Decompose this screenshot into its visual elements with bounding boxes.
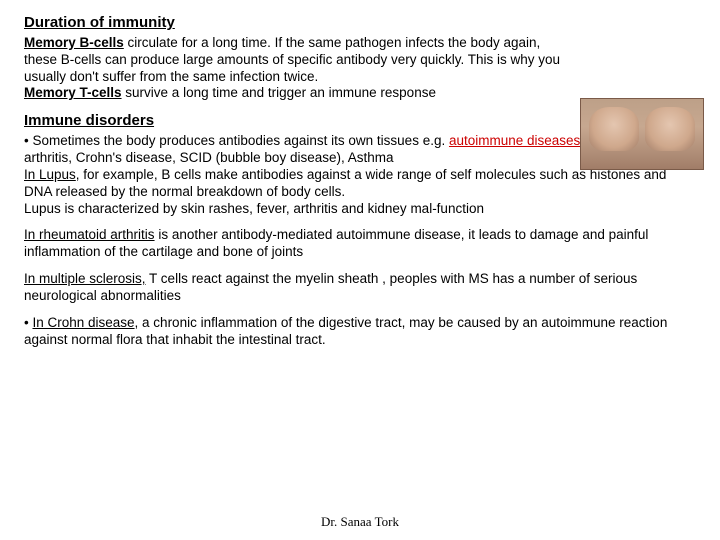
para-ms: In multiple sclerosis, T cells react aga… (24, 271, 696, 305)
term-lupus: In Lupus (24, 167, 76, 182)
hands-photo (580, 98, 704, 170)
text-tcells-body: survive a long time and trigger an immun… (122, 85, 436, 100)
term-autoimmune-diseases: autoimmune diseases (449, 133, 580, 148)
term-memory-tcells: Memory T-cells (24, 85, 122, 100)
term-crohn: In Crohn disease (32, 315, 134, 330)
term-ms: In multiple sclerosis, (24, 271, 146, 286)
term-memory-bcells: Memory B-cells (24, 35, 124, 50)
heading-duration: Duration of immunity (24, 14, 696, 33)
para-rheumatoid: In rheumatoid arthritis is another antib… (24, 227, 696, 261)
text-lupus-body: , for example, B cells make antibodies a… (24, 167, 666, 199)
section-duration: Duration of immunity Memory B-cells circ… (24, 14, 696, 102)
text-bullet1a: • Sometimes the body produces antibodies… (24, 133, 449, 148)
footer-author: Dr. Sanaa Tork (0, 514, 720, 530)
text-lupus-summary: Lupus is characterized by skin rashes, f… (24, 201, 484, 216)
para-crohn: • In Crohn disease, a chronic inflammati… (24, 315, 696, 349)
term-rheumatoid: In rheumatoid arthritis (24, 227, 155, 242)
para-memory-bcells: Memory B-cells circulate for a long time… (24, 35, 574, 103)
